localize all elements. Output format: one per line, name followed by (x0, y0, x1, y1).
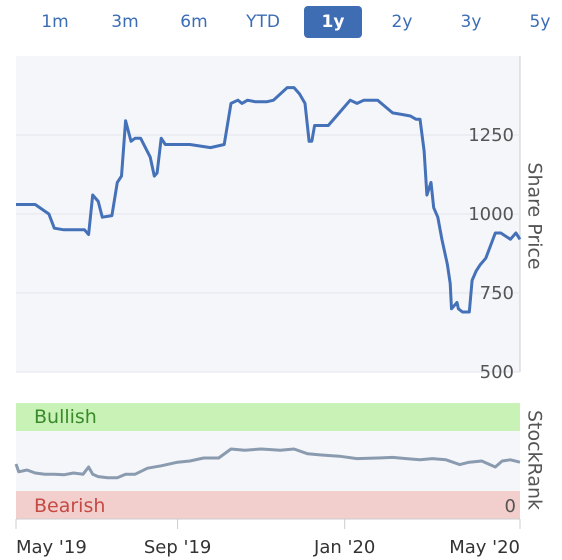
x-tick-label: May '19 (16, 537, 87, 558)
price-y-tick-label: 1250 (468, 125, 514, 146)
bullish-label: Bullish (34, 406, 97, 428)
tab-3y[interactable]: 3y (460, 12, 482, 32)
price-y-tick-label: 1000 (468, 204, 514, 225)
tab-2y[interactable]: 2y (391, 12, 413, 32)
x-tick-label: May '20 (449, 537, 520, 558)
stockrank-zero-label: 0 (505, 496, 516, 517)
bearish-zone (16, 491, 520, 519)
tab-5y[interactable]: 5y (529, 12, 551, 32)
range-tabs: 1m 3m 6m YTD 1y 2y 3y 5y (0, 6, 562, 38)
bearish-label: Bearish (34, 495, 105, 517)
share-price-line (16, 86, 522, 314)
tab-ytd[interactable]: YTD (246, 12, 280, 32)
tab-3m[interactable]: 3m (111, 12, 139, 32)
x-tick-label: Jan '20 (313, 537, 375, 558)
x-tick-label: Sep '19 (144, 537, 212, 558)
price-y-axis-title: Share Price (524, 162, 546, 269)
tab-1m[interactable]: 1m (41, 12, 69, 32)
price-y-tick-label: 750 (480, 283, 514, 304)
stockrank-y-axis-title: StockRank (524, 410, 546, 510)
price-y-tick-label: 500 (480, 362, 514, 383)
stockrank-line (14, 447, 521, 480)
tab-6m[interactable]: 6m (180, 12, 208, 32)
bullish-zone (16, 403, 520, 431)
tab-1y[interactable]: 1y (304, 6, 362, 38)
